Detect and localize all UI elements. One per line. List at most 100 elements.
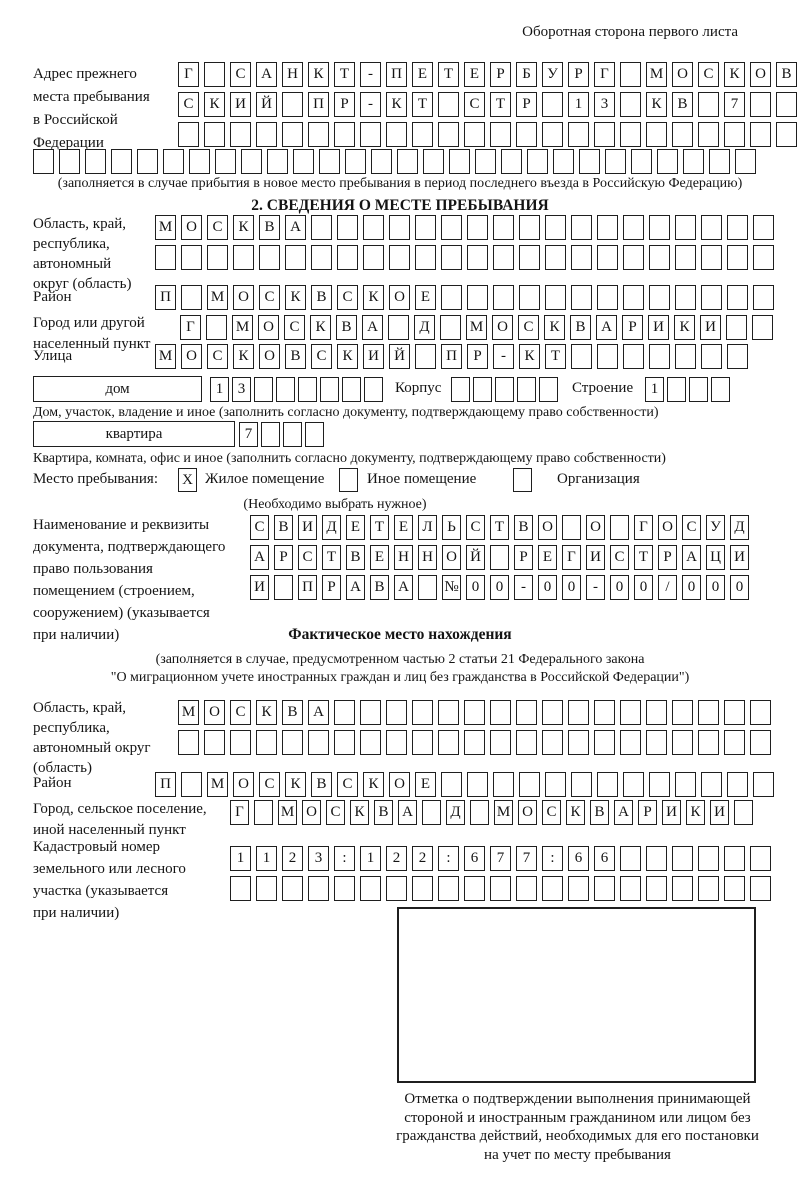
char-box — [675, 245, 696, 270]
char-box: С — [250, 515, 269, 540]
char-box — [230, 122, 251, 147]
char-box — [371, 149, 392, 174]
char-box — [389, 215, 410, 240]
char-box — [470, 800, 489, 825]
char-box: Е — [370, 545, 389, 570]
char-box — [449, 149, 470, 174]
char-box: С — [698, 62, 719, 87]
char-box — [672, 730, 693, 755]
char-box — [412, 730, 433, 755]
char-box — [631, 149, 652, 174]
char-box — [155, 245, 176, 270]
char-box: К — [519, 344, 540, 369]
char-box: В — [274, 515, 293, 540]
char-box: О — [389, 285, 410, 310]
char-box: О — [259, 344, 280, 369]
char-box — [204, 62, 225, 87]
char-box — [701, 245, 722, 270]
char-box — [597, 245, 618, 270]
char-box: И — [700, 315, 721, 340]
char-box — [412, 876, 433, 901]
char-box — [726, 315, 747, 340]
char-box — [620, 876, 641, 901]
char-box: М — [155, 215, 176, 240]
char-box: Р — [658, 545, 677, 570]
char-box — [675, 215, 696, 240]
char-box — [646, 700, 667, 725]
char-box: 0 — [538, 575, 557, 600]
char-box — [364, 377, 383, 402]
cadastre-label: Кадастровый номер земельного или лесного… — [33, 839, 186, 921]
char-box — [438, 876, 459, 901]
char-box — [475, 149, 496, 174]
char-box: 7 — [516, 846, 537, 871]
char-box: С — [207, 215, 228, 240]
char-box — [672, 846, 693, 871]
char-box — [386, 730, 407, 755]
char-box — [568, 730, 589, 755]
char-box: С — [230, 62, 251, 87]
char-box: П — [386, 62, 407, 87]
char-box: А — [362, 315, 383, 340]
char-box: О — [181, 215, 202, 240]
char-box — [334, 876, 355, 901]
char-box — [735, 149, 756, 174]
char-box: С — [207, 344, 228, 369]
char-box — [204, 730, 225, 755]
char-box: С — [284, 315, 305, 340]
char-box: С — [311, 344, 332, 369]
char-box — [282, 122, 303, 147]
char-box: И — [648, 315, 669, 340]
char-box: К — [363, 285, 384, 310]
char-box — [438, 92, 459, 117]
char-box: С — [326, 800, 345, 825]
char-box: О — [181, 344, 202, 369]
char-box — [256, 876, 277, 901]
char-box: 0 — [706, 575, 725, 600]
char-box — [386, 876, 407, 901]
char-box: Ц — [706, 545, 725, 570]
char-box: К — [350, 800, 369, 825]
char-box: Д — [322, 515, 341, 540]
char-box: С — [178, 92, 199, 117]
stay-type-note: (Необходимо выбрать нужное) — [243, 497, 427, 512]
char-box — [594, 876, 615, 901]
char-box — [724, 730, 745, 755]
char-box: С — [298, 545, 317, 570]
char-box: - — [586, 575, 605, 600]
char-box — [605, 149, 626, 174]
stay-type-label: Место пребывания: — [33, 471, 158, 487]
char-box: 7 — [239, 422, 258, 447]
char-box — [724, 122, 745, 147]
apartment-note: Квартира, комната, офис и иное (заполнит… — [33, 451, 666, 466]
char-box: Г — [180, 315, 201, 340]
char-box — [724, 700, 745, 725]
char-box: Р — [638, 800, 657, 825]
char-box — [545, 245, 566, 270]
char-box — [33, 149, 54, 174]
char-box — [441, 772, 462, 797]
char-box — [597, 285, 618, 310]
char-box: Д — [730, 515, 749, 540]
char-box — [261, 422, 280, 447]
char-box — [415, 215, 436, 240]
char-box — [675, 772, 696, 797]
char-box: Д — [414, 315, 435, 340]
char-box: В — [570, 315, 591, 340]
char-box: Р — [322, 575, 341, 600]
char-box: Т — [322, 545, 341, 570]
option-other-premises-label: Иное помещение — [367, 471, 477, 487]
char-box — [441, 285, 462, 310]
region-row-2 — [155, 245, 774, 270]
char-box — [698, 92, 719, 117]
char-box: С — [259, 285, 280, 310]
char-box — [539, 377, 558, 402]
section3-note: (заполняется в случае, предусмотренном ч… — [110, 652, 690, 685]
char-box: 1 — [360, 846, 381, 871]
char-box: - — [514, 575, 533, 600]
char-box: Н — [282, 62, 303, 87]
char-box: Р — [467, 344, 488, 369]
char-box: А — [285, 215, 306, 240]
char-box — [293, 149, 314, 174]
